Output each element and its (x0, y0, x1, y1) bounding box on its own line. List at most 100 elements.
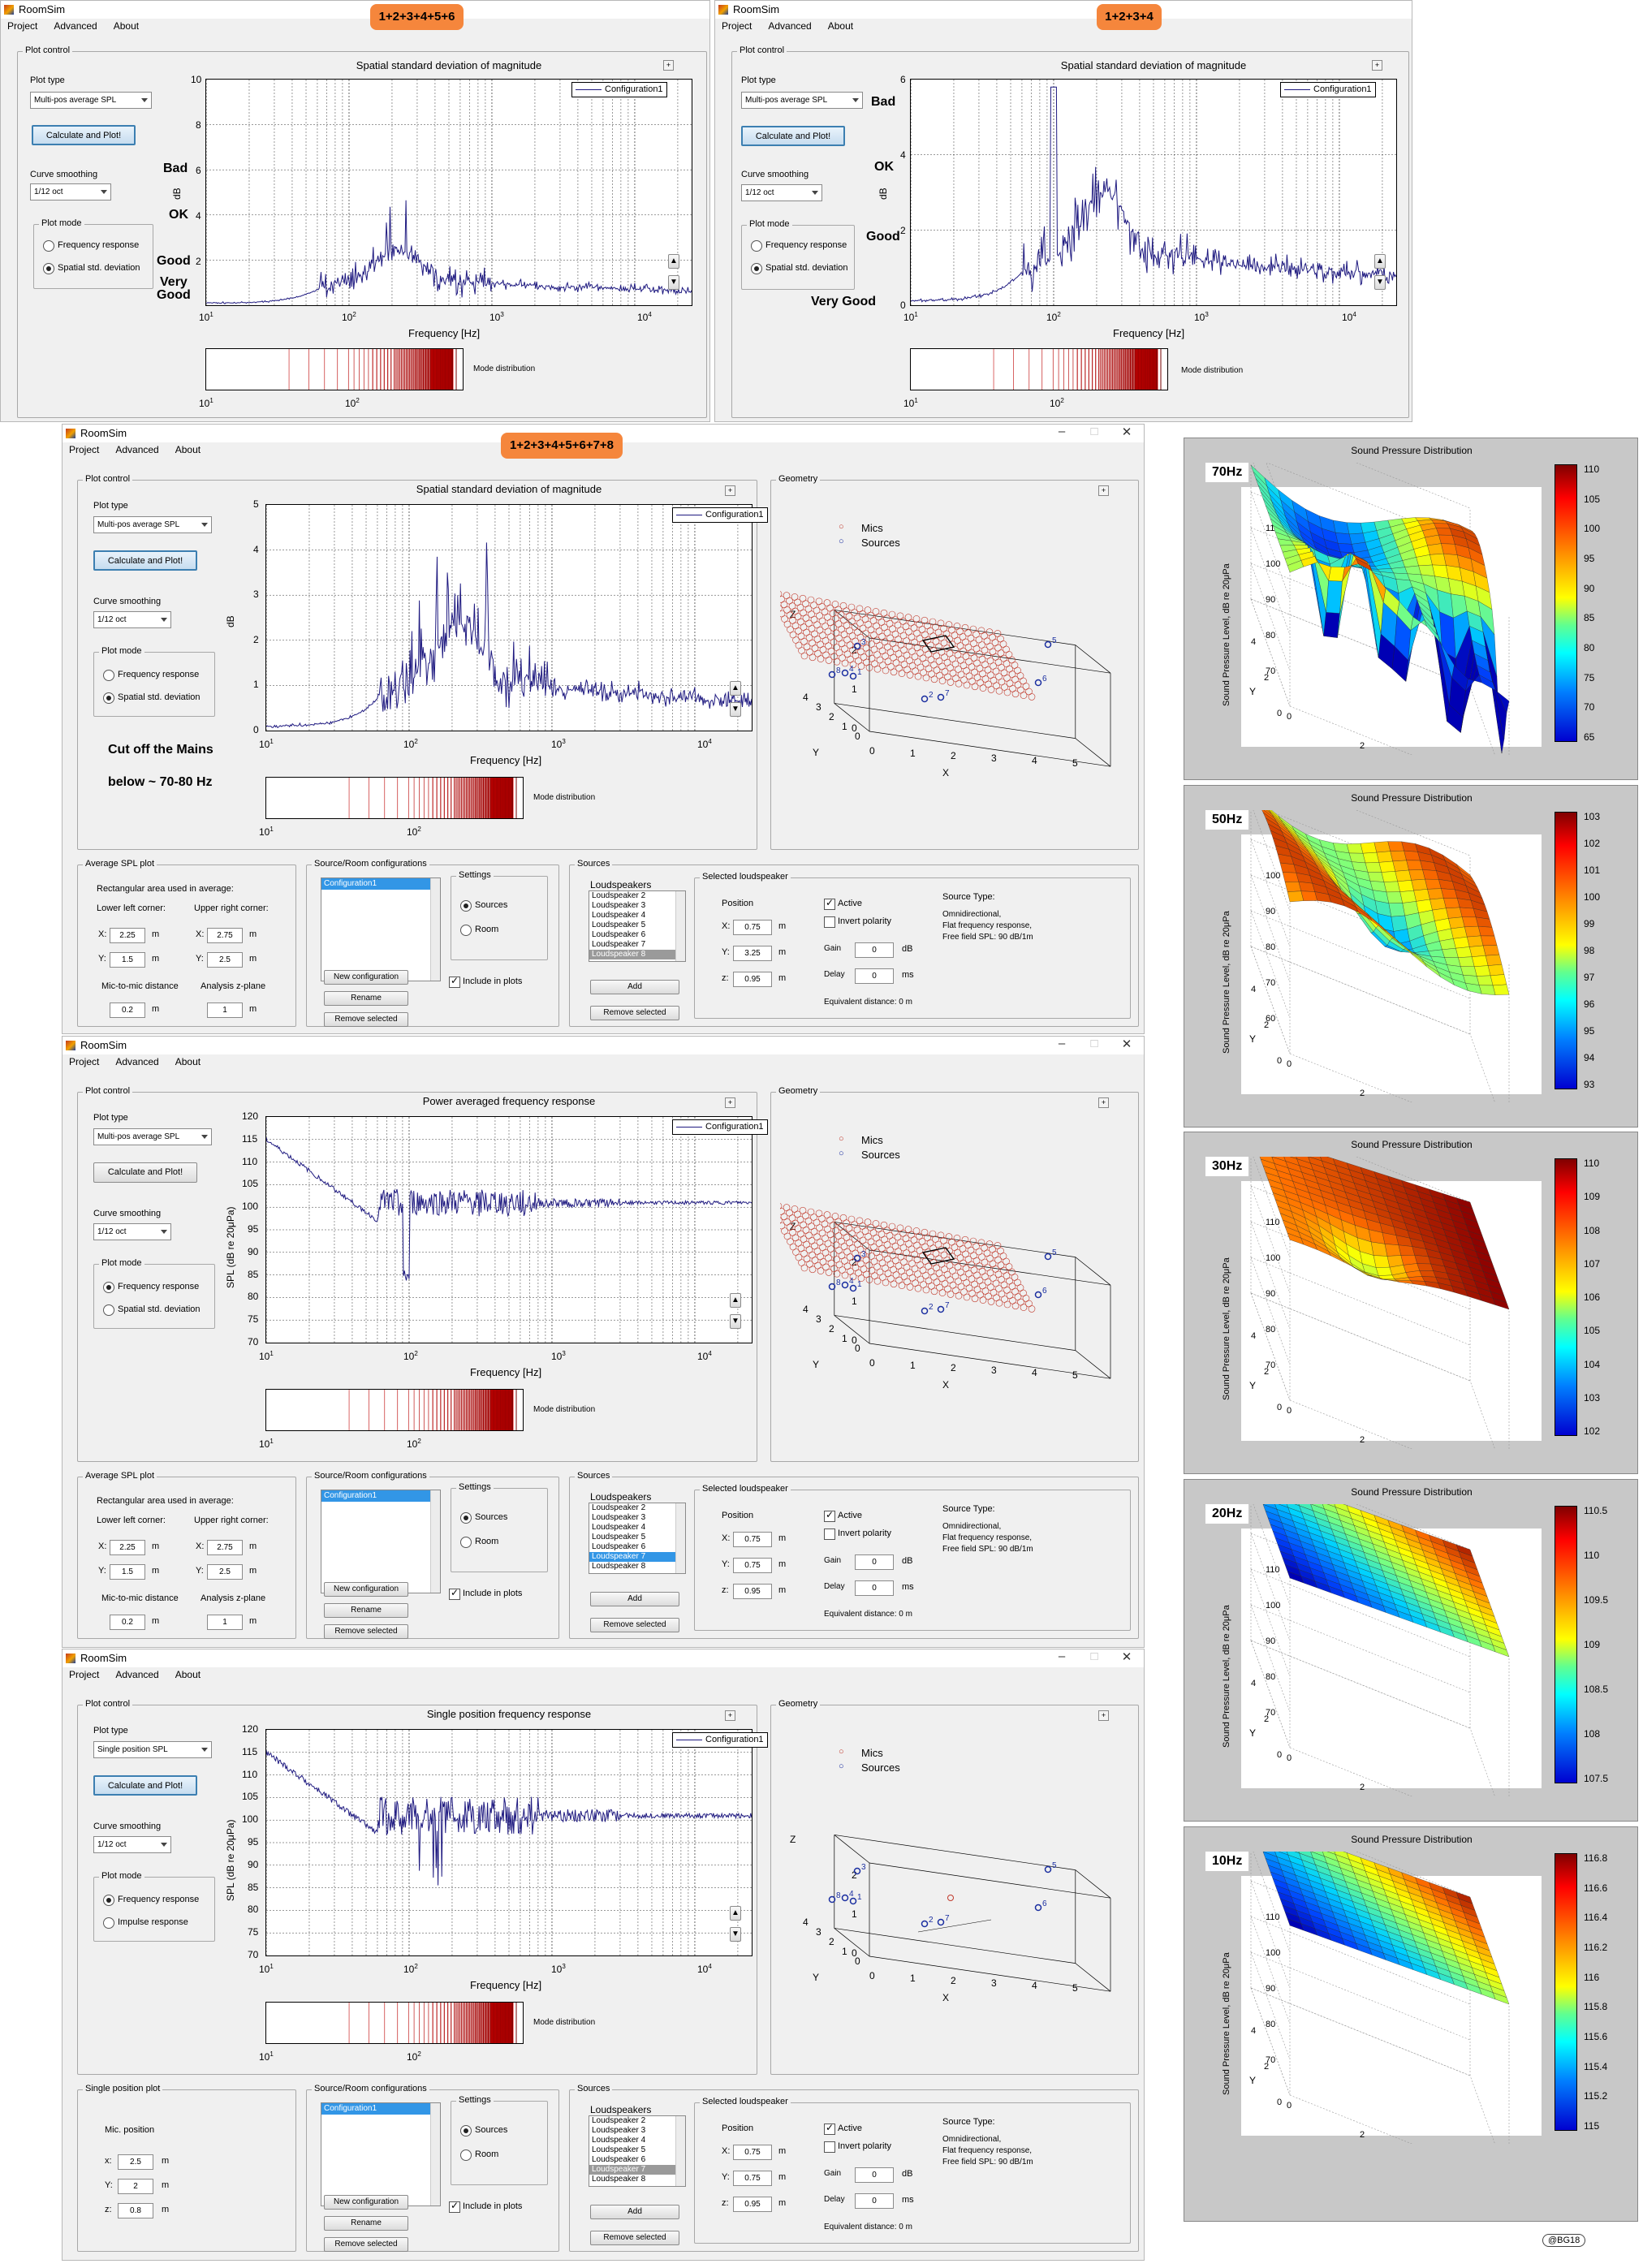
freq-response-radio[interactable]: Frequency response (43, 240, 139, 252)
new-config-button[interactable]: New configuration (324, 2195, 408, 2210)
maximize-icon[interactable]: □ (1090, 1037, 1098, 1050)
menu-project[interactable]: Project (7, 20, 38, 32)
loudspeaker-item[interactable]: Loudspeaker 2 (592, 1503, 646, 1512)
loudspeaker-item[interactable]: Loudspeaker 4 (592, 911, 646, 920)
minimize-icon[interactable]: – (1058, 425, 1066, 438)
scroll-up[interactable]: ▲ (1374, 254, 1386, 269)
menu-advanced[interactable]: Advanced (768, 20, 812, 32)
upper-right-y-input[interactable]: 2.5 (207, 952, 243, 968)
menu-project[interactable]: Project (69, 1056, 100, 1067)
settings-sources-radio[interactable]: Sources (460, 1512, 507, 1524)
calculate-button[interactable]: Calculate and Plot! (93, 1162, 197, 1183)
close-icon[interactable]: ✕ (1121, 1650, 1132, 1664)
loudspeaker-item[interactable]: Loudspeaker 6 (592, 930, 646, 939)
config-item[interactable]: Configuration1 (321, 1490, 440, 1502)
active-checkbox[interactable]: Active (824, 2122, 862, 2135)
menu-about[interactable]: About (175, 1669, 201, 1680)
gain-input[interactable]: 0 (855, 942, 894, 958)
loudspeaker-item[interactable]: Loudspeaker 7 (589, 2165, 685, 2175)
scroll-down[interactable]: ▼ (730, 1927, 741, 1942)
menu-about[interactable]: About (113, 20, 140, 32)
source-x-input[interactable]: 0.75 (733, 920, 772, 935)
scroll-down[interactable]: ▼ (730, 702, 741, 717)
mic-distance-input[interactable]: 0.2 (110, 1002, 145, 1018)
add-source-button[interactable]: Add (590, 980, 679, 994)
source-z-input[interactable]: 0.95 (733, 1584, 772, 1599)
menu-project[interactable]: Project (69, 1669, 100, 1680)
expand-icon[interactable]: + (725, 1097, 735, 1108)
menu-project[interactable]: Project (722, 20, 753, 32)
source-z-input[interactable]: 0.95 (733, 2197, 772, 2212)
scroll-down[interactable]: ▼ (668, 275, 679, 290)
smoothing-dropdown[interactable]: 1/12 oct (93, 611, 171, 628)
radio-option-1[interactable]: Frequency response (103, 1282, 199, 1293)
new-config-button[interactable]: New configuration (324, 970, 408, 985)
source-y-input[interactable]: 0.75 (733, 1558, 772, 1573)
include-in-plots-checkbox[interactable]: Include in plots (449, 2200, 522, 2213)
active-checkbox[interactable]: Active (824, 897, 862, 910)
calculate-button[interactable]: Calculate and Plot! (741, 126, 845, 146)
config-item[interactable]: Configuration1 (321, 878, 440, 890)
loudspeaker-item[interactable]: Loudspeaker 6 (592, 2155, 646, 2164)
remove-config-button[interactable]: Remove selected (324, 2237, 408, 2252)
calculate-button[interactable]: Calculate and Plot! (32, 125, 136, 145)
add-source-button[interactable]: Add (590, 1592, 679, 1606)
lower-left-x-input[interactable]: 2.25 (110, 1540, 145, 1555)
menu-about[interactable]: About (175, 1056, 201, 1067)
scrollbar[interactable] (430, 878, 440, 981)
source-y-input[interactable]: 3.25 (733, 946, 772, 961)
scrollbar[interactable] (675, 891, 685, 961)
loudspeaker-item[interactable]: Loudspeaker 3 (592, 2126, 646, 2135)
config-item[interactable]: Configuration1 (321, 2103, 440, 2115)
settings-sources-radio[interactable]: Sources (460, 2125, 507, 2136)
scroll-up[interactable]: ▲ (668, 254, 679, 269)
menu-about[interactable]: About (827, 20, 854, 32)
config-listbox[interactable]: Configuration1 (321, 1490, 441, 1593)
minimize-icon[interactable]: – (1058, 1037, 1066, 1050)
menu-advanced[interactable]: Advanced (115, 1669, 159, 1680)
maximize-icon[interactable]: □ (1090, 425, 1098, 438)
settings-room-radio[interactable]: Room (460, 1537, 498, 1548)
radio-option-1[interactable]: Frequency response (103, 1895, 199, 1906)
delay-input[interactable]: 0 (855, 968, 894, 984)
scrollbar[interactable] (430, 2103, 440, 2205)
scroll-down[interactable]: ▼ (730, 1314, 741, 1329)
rename-button[interactable]: Rename (324, 1603, 408, 1618)
invert-polarity-checkbox[interactable]: Invert polarity (824, 2141, 891, 2153)
minimize-icon[interactable]: – (1058, 1649, 1066, 1663)
expand-icon[interactable]: + (663, 60, 674, 71)
settings-room-radio[interactable]: Room (460, 2149, 498, 2161)
scroll-down[interactable]: ▼ (1374, 275, 1386, 290)
loudspeaker-item[interactable]: Loudspeaker 4 (592, 1523, 646, 1532)
mic-y-input[interactable]: 2 (118, 2179, 153, 2194)
calculate-button[interactable]: Calculate and Plot! (93, 1775, 197, 1796)
remove-config-button[interactable]: Remove selected (324, 1624, 408, 1639)
loudspeaker-item[interactable]: Loudspeaker 5 (592, 1533, 646, 1541)
smoothing-dropdown[interactable]: 1/12 oct (30, 183, 111, 200)
expand-icon[interactable]: + (1098, 1710, 1109, 1721)
loudspeaker-item[interactable]: Loudspeaker 6 (592, 1542, 646, 1551)
mic-distance-input[interactable]: 0.2 (110, 1615, 145, 1630)
loudspeaker-item[interactable]: Loudspeaker 8 (592, 2175, 646, 2184)
radio-option-1[interactable]: Frequency response (103, 670, 199, 681)
source-x-input[interactable]: 0.75 (733, 2145, 772, 2160)
loudspeaker-item[interactable]: Loudspeaker 5 (592, 921, 646, 929)
expand-icon[interactable]: + (725, 485, 735, 496)
plot-type-dropdown[interactable]: Multi-pos average SPL (93, 516, 212, 533)
add-source-button[interactable]: Add (590, 2205, 679, 2219)
rename-button[interactable]: Rename (324, 991, 408, 1006)
z-plane-input[interactable]: 1 (207, 1002, 243, 1018)
z-plane-input[interactable]: 1 (207, 1615, 243, 1630)
loudspeaker-item[interactable]: Loudspeaker 7 (592, 940, 646, 949)
scroll-up[interactable]: ▲ (730, 1906, 741, 1921)
radio-option-2[interactable]: Impulse response (103, 1917, 188, 1929)
expand-icon[interactable]: + (1372, 60, 1382, 71)
loudspeaker-item[interactable]: Loudspeaker 4 (592, 2136, 646, 2145)
source-y-input[interactable]: 0.75 (733, 2171, 772, 2186)
radio-option-2[interactable]: Spatial std. deviation (103, 1304, 201, 1316)
smoothing-dropdown[interactable]: 1/12 oct (93, 1836, 171, 1853)
include-in-plots-checkbox[interactable]: Include in plots (449, 975, 522, 988)
loudspeaker-item[interactable]: Loudspeaker 8 (589, 950, 685, 959)
